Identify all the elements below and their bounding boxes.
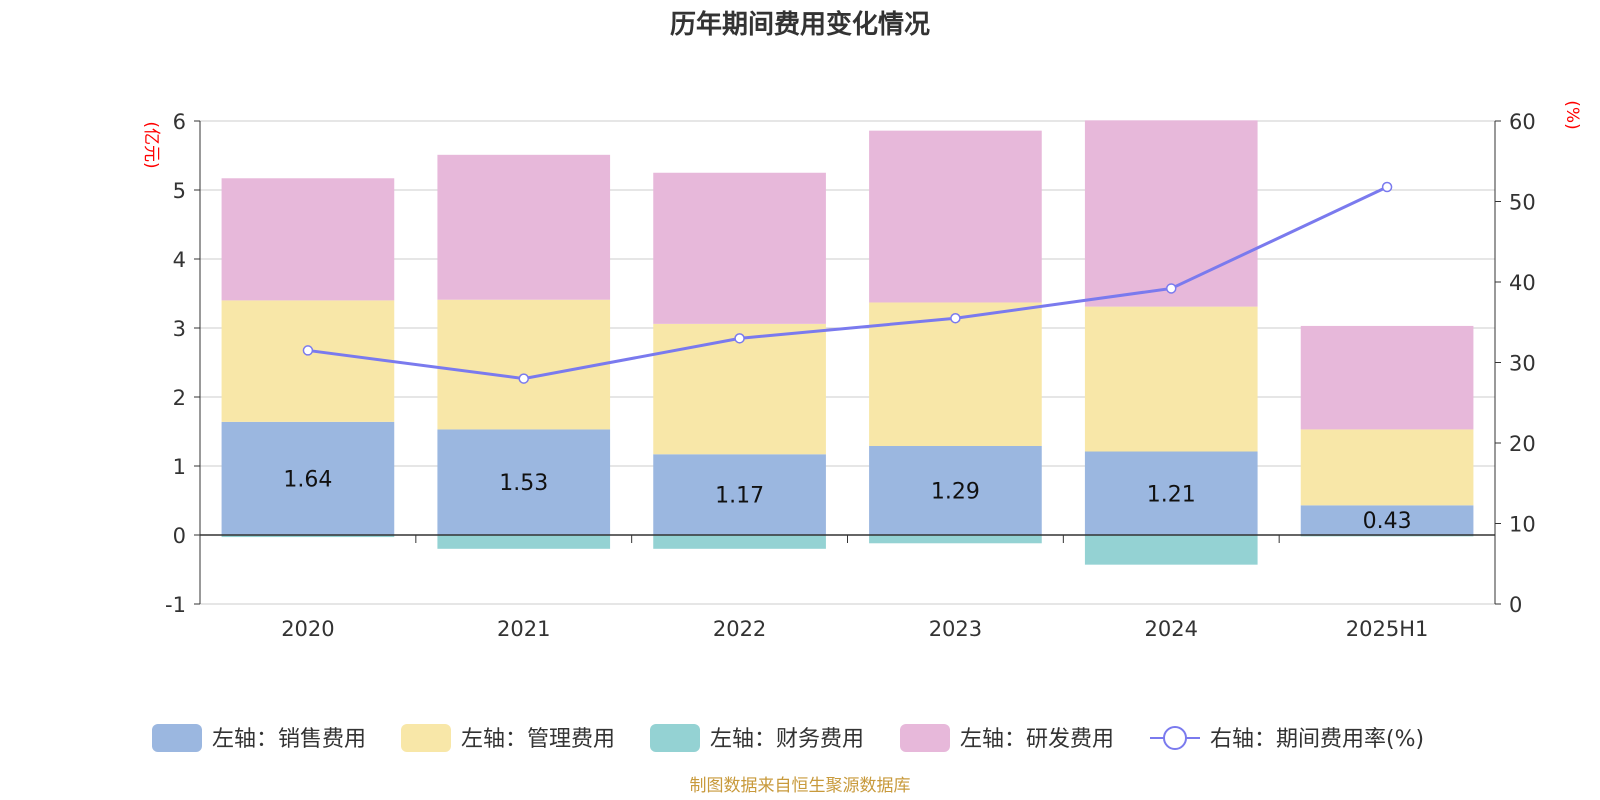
left-axis-tick-label: -1 bbox=[165, 593, 186, 617]
right-axis-tick-label: 0 bbox=[1509, 593, 1522, 617]
bar-segment bbox=[221, 300, 395, 422]
legend-label: 右轴：期间费用率(%) bbox=[1210, 727, 1424, 752]
bar-segment bbox=[869, 130, 1042, 303]
left-axis-unit: (亿元) bbox=[141, 121, 161, 168]
right-axis-tick-label: 60 bbox=[1509, 110, 1536, 134]
bar-segment bbox=[437, 299, 611, 430]
bar-data-label: 1.29 bbox=[931, 479, 980, 504]
bar-segment bbox=[653, 323, 826, 455]
bar-segment bbox=[1084, 306, 1258, 452]
rate-line-point bbox=[1166, 283, 1177, 294]
bar-segment bbox=[1084, 535, 1258, 565]
legend-label: 左轴：财务费用 bbox=[710, 727, 864, 752]
legend: 左轴：销售费用 左轴：管理费用 左轴：财务费用 左轴：研发费用 右轴：期间费用率(%) bbox=[152, 724, 1424, 752]
bar-series bbox=[221, 120, 1474, 565]
bar-segment bbox=[221, 178, 395, 301]
legend-label: 左轴：销售费用 bbox=[212, 727, 366, 752]
bar-segment bbox=[1084, 120, 1258, 307]
x-axis-tick-label: 2022 bbox=[713, 617, 766, 641]
left-axis-tick-label: 2 bbox=[173, 386, 186, 410]
bar-data-label: 1.21 bbox=[1147, 482, 1196, 507]
legend-label: 左轴：研发费用 bbox=[960, 727, 1114, 752]
left-axis-tick-label: 4 bbox=[173, 248, 186, 272]
rate-line-point bbox=[302, 345, 314, 356]
legend-swatch bbox=[401, 724, 451, 752]
bar-segment bbox=[437, 154, 611, 300]
x-axis-tick-label: 2024 bbox=[1145, 617, 1198, 641]
rate-line-path bbox=[307, 185, 1388, 381]
left-axis-tick-label: 0 bbox=[173, 524, 186, 548]
bar-segment bbox=[869, 445, 1042, 535]
right-axis-tick-label: 20 bbox=[1509, 432, 1536, 456]
bar-data-label: 1.64 bbox=[283, 467, 332, 492]
bar-data-label: 1.53 bbox=[499, 471, 548, 496]
right-axis-tick-label: 30 bbox=[1509, 352, 1536, 376]
bar-segment bbox=[1084, 451, 1258, 535]
x-axis-tick-label: 2025H1 bbox=[1346, 617, 1429, 641]
bar-segment bbox=[437, 535, 611, 549]
bar-segment bbox=[221, 535, 395, 538]
x-axis-tick-label: 2023 bbox=[929, 617, 982, 641]
bar-segment bbox=[221, 421, 395, 535]
rate-line-point bbox=[734, 333, 745, 344]
bar-segment bbox=[1300, 325, 1474, 430]
bar-segment bbox=[437, 429, 611, 535]
left-axis-tick-label: 1 bbox=[173, 455, 186, 479]
right-axis-tick-label: 10 bbox=[1509, 513, 1536, 537]
bar-labels: 1.64 1.53 1.17 1.29 1.21 0.43 bbox=[283, 467, 1411, 534]
bar-segment bbox=[1300, 505, 1474, 535]
x-axis-tick-label: 2021 bbox=[497, 617, 550, 641]
left-axis-tick-label: 3 bbox=[173, 317, 186, 341]
rate-line-point bbox=[518, 373, 529, 384]
bar-segment bbox=[653, 454, 826, 535]
bar-segment bbox=[869, 535, 1042, 544]
rate-line-point bbox=[1381, 181, 1393, 193]
bar-segment bbox=[653, 172, 826, 324]
bar-data-label: 1.17 bbox=[715, 484, 764, 509]
right-axis-tick-label: 50 bbox=[1509, 191, 1536, 215]
legend-swatch bbox=[152, 724, 202, 752]
bar-segment bbox=[653, 535, 826, 549]
left-axis-tick-label: 6 bbox=[173, 110, 186, 134]
legend-marker-swatch bbox=[1163, 726, 1187, 750]
bar-segment bbox=[1300, 429, 1474, 506]
legend-label: 左轴：管理费用 bbox=[461, 727, 615, 752]
bar-segment bbox=[869, 302, 1042, 446]
x-axis-tick-label: 2020 bbox=[281, 617, 334, 641]
source-note: 制图数据来自恒生聚源数据库 bbox=[690, 776, 911, 796]
right-axis-unit: (%) bbox=[1562, 100, 1582, 129]
rate-line bbox=[302, 181, 1393, 384]
bar-data-label: 0.43 bbox=[1363, 509, 1412, 534]
legend-swatch bbox=[650, 724, 700, 752]
left-axis-tick-label: 5 bbox=[173, 179, 186, 203]
chart-title: 历年期间费用变化情况 bbox=[670, 9, 930, 40]
rate-line-point bbox=[950, 312, 961, 324]
legend-swatch bbox=[900, 724, 950, 752]
right-axis-tick-label: 40 bbox=[1509, 271, 1536, 295]
